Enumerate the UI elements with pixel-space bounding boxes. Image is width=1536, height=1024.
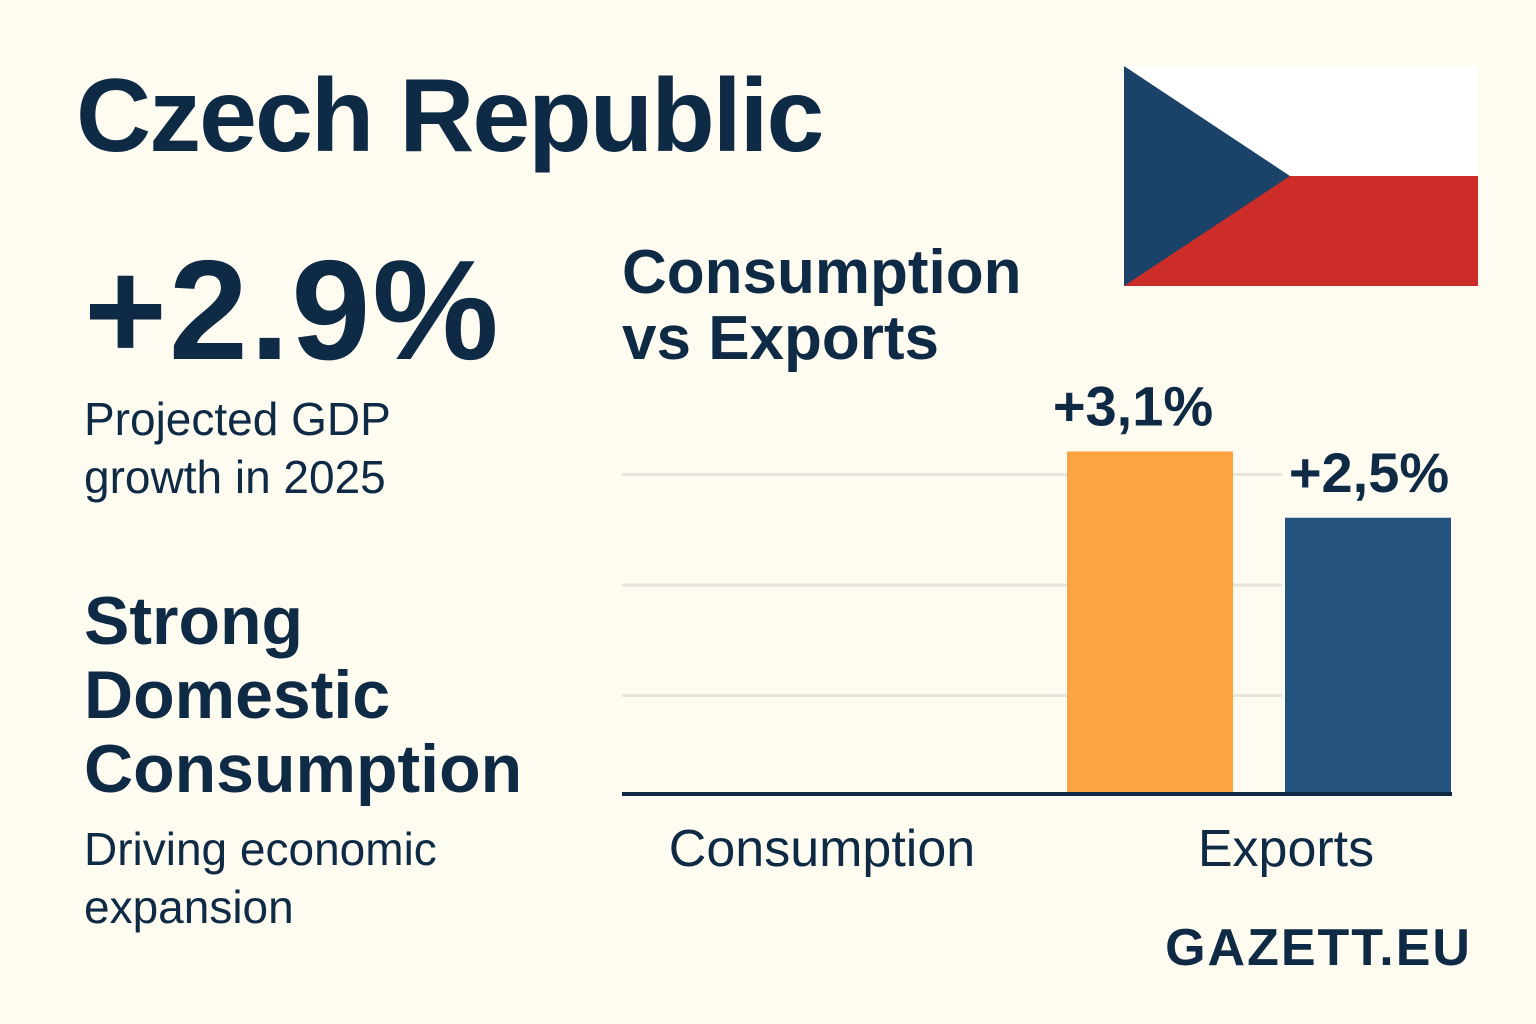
feature-heading-line-1: Strong [84,583,304,659]
x-tick-label-exports: Exports [1198,820,1374,878]
gdp-caption-line-2: growth in 2025 [84,451,386,503]
data-label-consumption: +3,1% [1053,374,1213,437]
czech-flag [1124,66,1478,286]
bar-exports [1285,517,1451,794]
data-label-exports: +2,5% [1289,441,1449,504]
feature-caption-line-2: expansion [84,881,294,933]
gdp-growth-value: +2.9% [84,231,501,390]
feature-caption: Driving economic expansion [84,820,554,936]
chart-title: Consumption vs Exports [622,240,1092,372]
gdp-caption-line-1: Projected GDP [84,393,391,445]
feature-heading-line-2: Domestic [84,657,391,733]
feature-caption-line-1: Driving economic [84,823,437,875]
x-tick-label-consumption: Consumption [669,820,975,878]
gdp-growth-caption: Projected GDP growth in 2025 [84,390,484,506]
page-title: Czech Republic [76,58,824,174]
source-credit: GAZETT.EU [1165,919,1472,977]
feature-heading: Strong Domestic Consumption [84,584,604,806]
flag-blue-triangle [1124,66,1290,286]
bar-consumption [1067,451,1233,794]
chart-title-line-2: vs Exports [622,304,940,373]
chart-title-line-1: Consumption [622,238,1022,307]
feature-heading-line-3: Consumption [84,731,523,807]
